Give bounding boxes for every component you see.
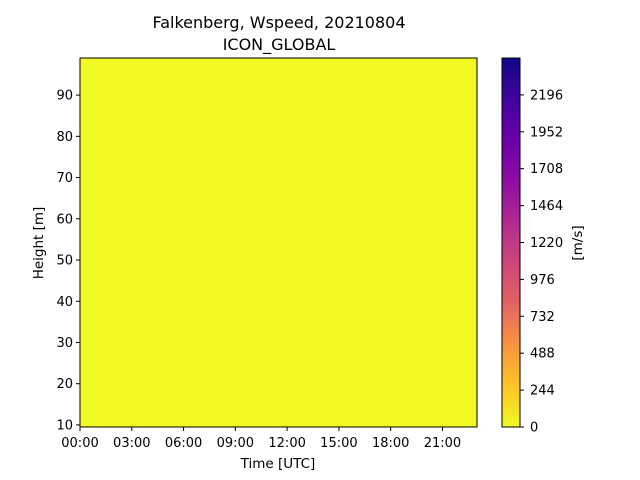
- x-tick-label: 15:00: [320, 436, 357, 451]
- y-tick-label: 50: [56, 254, 73, 269]
- x-tick-label: 21:00: [424, 436, 461, 451]
- chart-subtitle: ICON_GLOBAL: [223, 35, 336, 55]
- chart-title: Falkenberg, Wspeed, 20210804: [152, 13, 405, 32]
- colorbar-tick-label: 732: [530, 310, 555, 325]
- colorbar: [501, 57, 521, 428]
- colorbar-tick-label: 976: [530, 273, 555, 288]
- y-tick-label: 30: [56, 336, 73, 351]
- heatmap-field: [80, 58, 477, 427]
- colorbar-tick-label: 1464: [530, 199, 563, 214]
- y-tick-label: 80: [56, 130, 73, 145]
- y-tick-label: 60: [56, 212, 73, 227]
- x-axis-label: Time [UTC]: [240, 456, 316, 472]
- y-tick-label: 40: [56, 295, 73, 310]
- plot-frame: [79, 57, 478, 428]
- x-axis-ticks: 00:00 03:00 06:00 09:00 12:00 15:00 18:00 21:00: [61, 427, 461, 451]
- colorbar-tick-label: 1708: [530, 162, 563, 177]
- x-tick-label: 12:00: [268, 436, 305, 451]
- colorbar-tick-label: 0: [530, 421, 538, 436]
- y-tick-label: 10: [56, 418, 73, 433]
- colorbar-tick-label: 488: [530, 347, 555, 362]
- colorbar-tick-label: 244: [530, 384, 555, 399]
- y-axis-label: Height [m]: [31, 207, 47, 280]
- x-tick-label: 06:00: [165, 436, 202, 451]
- x-tick-label: 00:00: [61, 436, 98, 451]
- x-tick-label: 09:00: [217, 436, 254, 451]
- y-tick-label: 90: [56, 89, 73, 104]
- colorbar-tick-label: 2196: [530, 88, 563, 103]
- y-tick-label: 20: [56, 377, 73, 392]
- colorbar-tick-label: 1220: [530, 236, 563, 251]
- colorbar-label: [m/s]: [570, 225, 586, 260]
- x-tick-label: 18:00: [372, 436, 409, 451]
- y-tick-label: 70: [56, 171, 73, 186]
- y-axis-ticks: 10 20 30 40 50 60 70 80 90: [56, 89, 80, 433]
- x-tick-label: 03:00: [113, 436, 150, 451]
- colorbar-ticks: 0 244 488 732 976 1220 1464 1708 1952 2196: [520, 88, 563, 436]
- colorbar-tick-label: 1952: [530, 125, 563, 140]
